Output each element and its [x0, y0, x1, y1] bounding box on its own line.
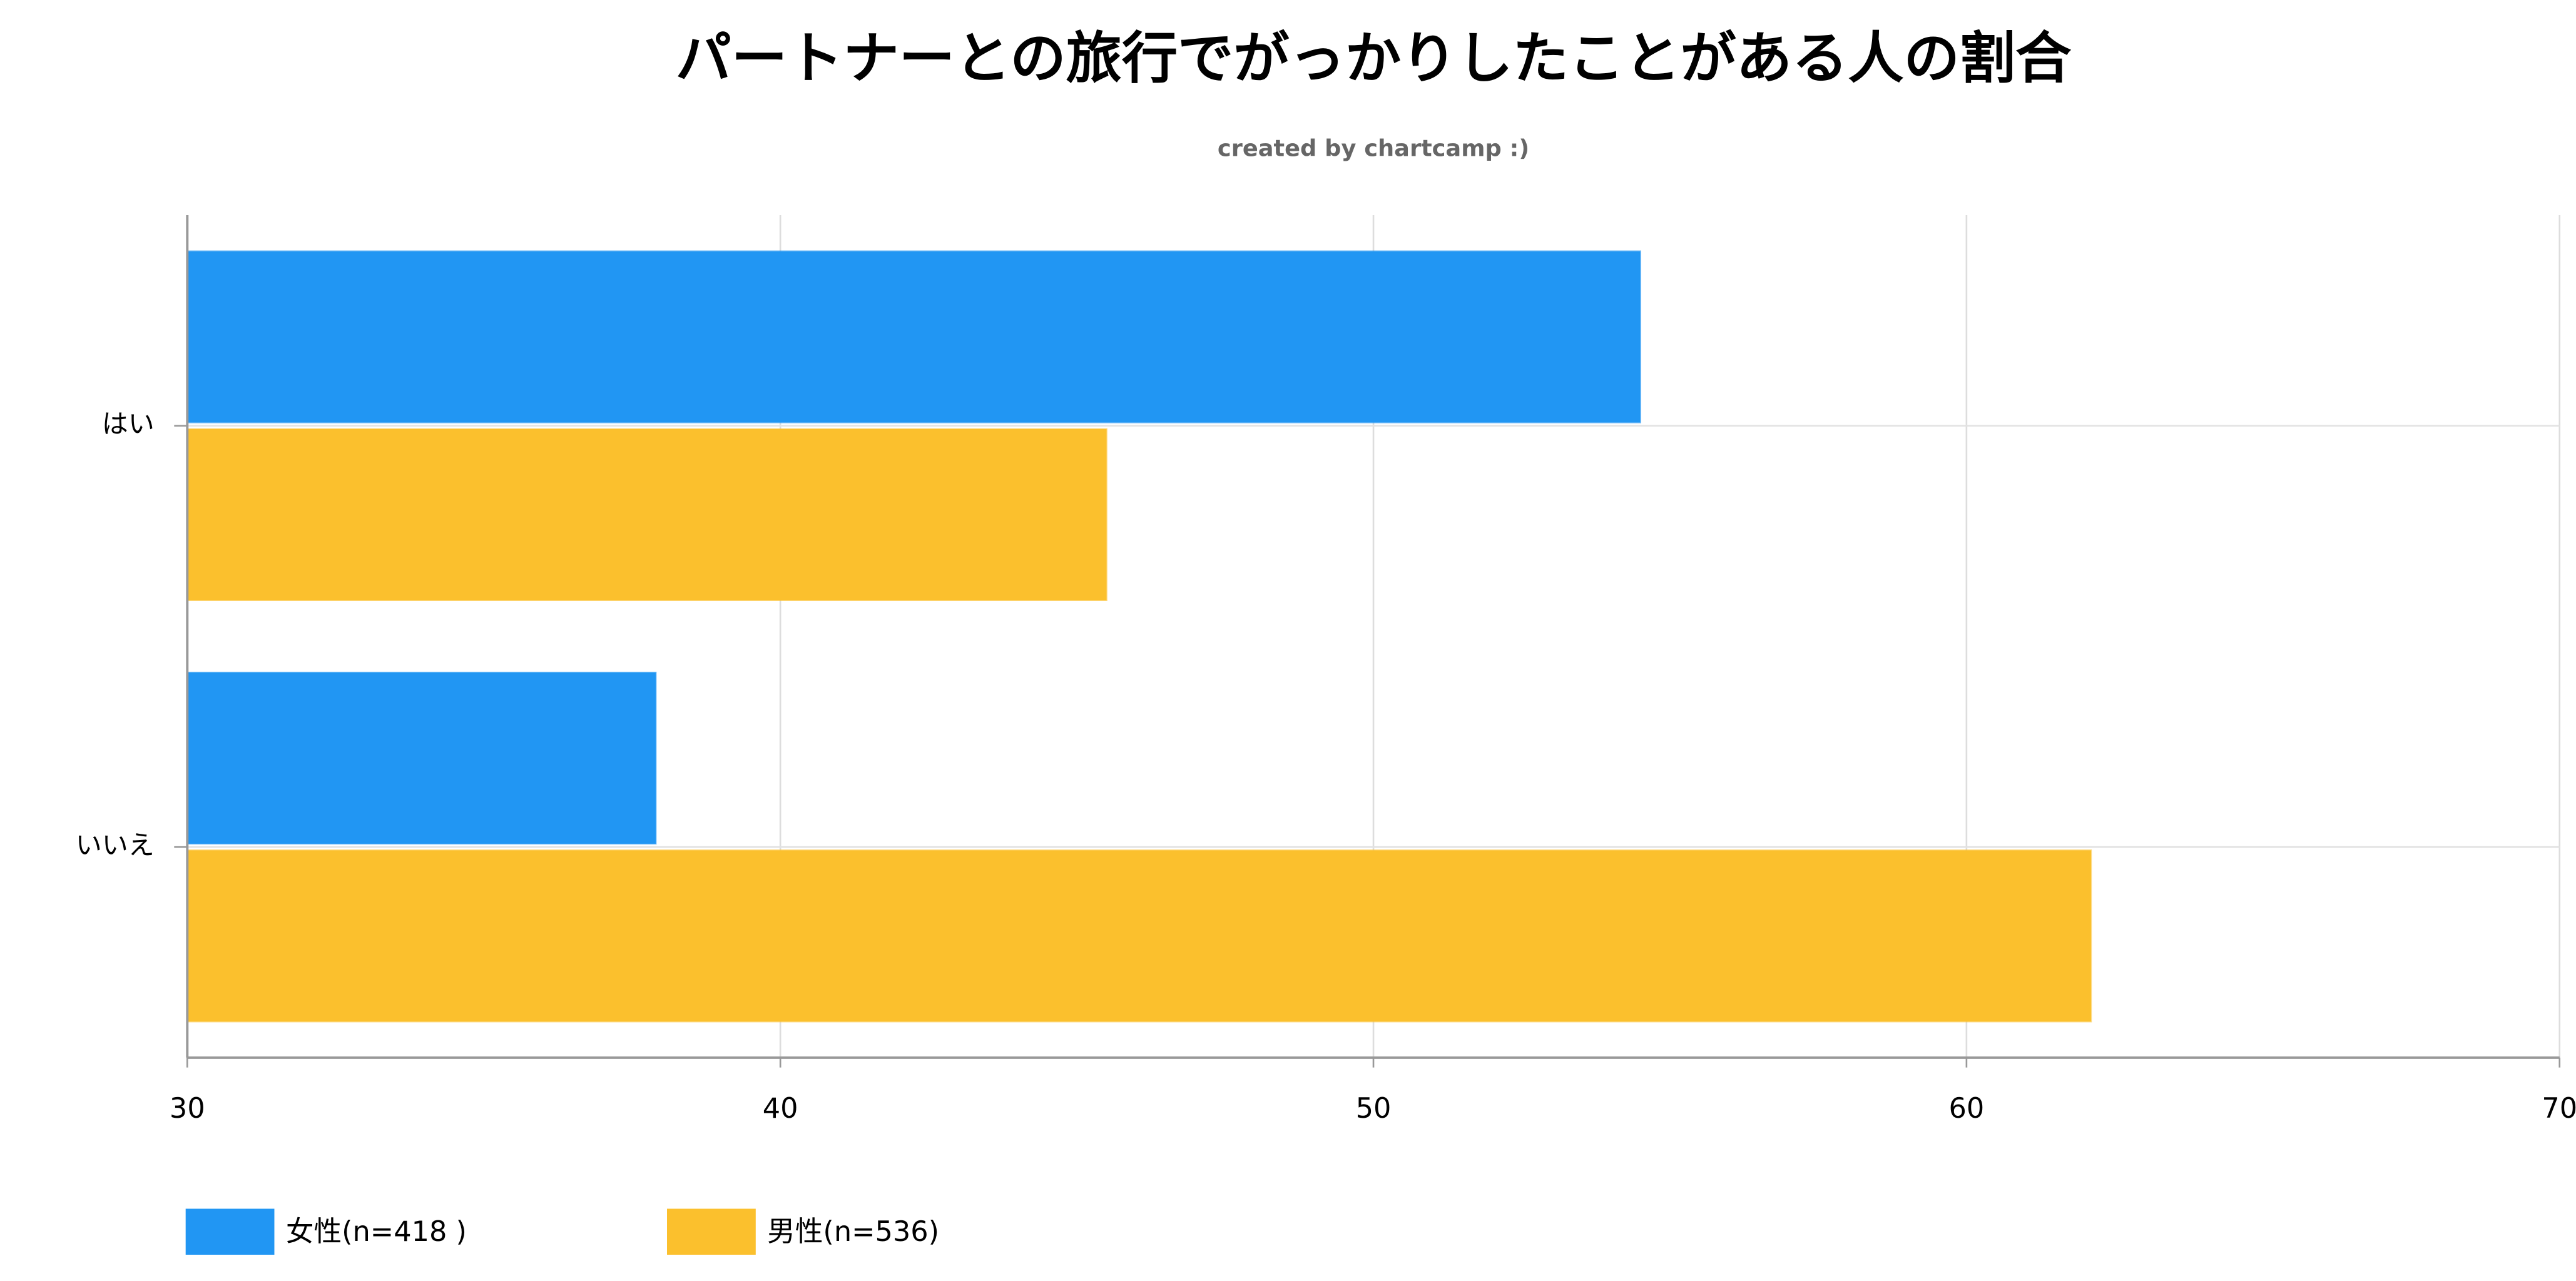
legend-label: 女性(n=418 ): [286, 1215, 467, 1248]
y-tick-label: はい: [102, 408, 155, 439]
chart-title: パートナーとの旅行でがっかりしたことがある人の割合: [676, 26, 2072, 91]
chart-subtitle: created by chartcamp :): [1218, 134, 1529, 161]
legend-label: 男性(n=536): [767, 1215, 939, 1248]
x-tick-label: 30: [170, 1092, 205, 1125]
y-tick-label: いいえ: [76, 830, 155, 861]
legend-swatch: [185, 1208, 275, 1255]
bar: [186, 849, 2092, 1023]
bar: [186, 671, 657, 845]
x-tick-label: 60: [1948, 1092, 1984, 1125]
x-tick-label: 70: [2542, 1092, 2576, 1125]
legend-swatch: [667, 1208, 756, 1255]
bar: [186, 250, 1641, 423]
bar: [186, 428, 1107, 601]
x-tick-label: 40: [763, 1092, 798, 1125]
x-tick-label: 50: [1356, 1092, 1392, 1125]
